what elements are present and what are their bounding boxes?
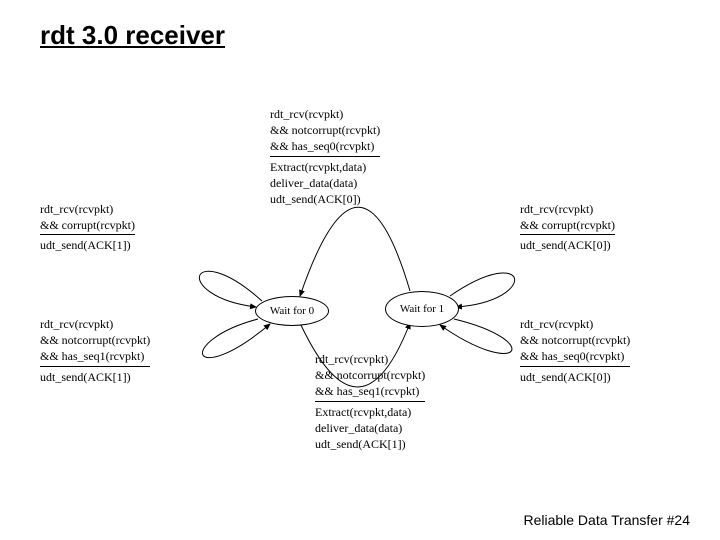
state-wait0: Wait for 0 xyxy=(255,296,329,326)
block-right-bottom: rdt_rcv(rcvpkt)&& notcorrupt(rcvpkt)&& h… xyxy=(520,316,630,385)
action-text: udt_send(ACK[1]) xyxy=(40,369,150,385)
action-text: udt_send(ACK[1]) xyxy=(40,237,135,253)
guard-text: rdt_rcv(rcvpkt)&& corrupt(rcvpkt) xyxy=(40,201,135,235)
footer-text: Reliable Data Transfer #24 xyxy=(523,512,690,528)
action-text: udt_send(ACK[0]) xyxy=(520,369,630,385)
action-text: Extract(rcvpkt,data)deliver_data(data)ud… xyxy=(315,404,425,453)
block-left-bottom: rdt_rcv(rcvpkt)&& notcorrupt(rcvpkt)&& h… xyxy=(40,316,150,385)
block-left-top: rdt_rcv(rcvpkt)&& corrupt(rcvpkt) udt_sen… xyxy=(40,201,135,254)
fsm-diagram: Wait for 0 Wait for 1 rdt_rcv(rcvpkt)&& … xyxy=(40,61,680,461)
slide-title: rdt 3.0 receiver xyxy=(40,20,680,51)
guard-text: rdt_rcv(rcvpkt)&& notcorrupt(rcvpkt)&& h… xyxy=(270,106,380,157)
block-bottom-center: rdt_rcv(rcvpkt)&& notcorrupt(rcvpkt)&& h… xyxy=(315,351,425,452)
guard-text: rdt_rcv(rcvpkt)&& notcorrupt(rcvpkt)&& h… xyxy=(520,316,630,367)
state-wait1: Wait for 1 xyxy=(385,291,459,327)
guard-text: rdt_rcv(rcvpkt)&& notcorrupt(rcvpkt)&& h… xyxy=(315,351,425,402)
action-text: udt_send(ACK[0]) xyxy=(520,237,615,253)
block-right-top: rdt_rcv(rcvpkt)&& corrupt(rcvpkt) udt_sen… xyxy=(520,201,615,254)
guard-text: rdt_rcv(rcvpkt)&& corrupt(rcvpkt) xyxy=(520,201,615,235)
block-top-center: rdt_rcv(rcvpkt)&& notcorrupt(rcvpkt)&& h… xyxy=(270,106,380,207)
guard-text: rdt_rcv(rcvpkt)&& notcorrupt(rcvpkt)&& h… xyxy=(40,316,150,367)
action-text: Extract(rcvpkt,data)deliver_data(data)ud… xyxy=(270,159,380,208)
